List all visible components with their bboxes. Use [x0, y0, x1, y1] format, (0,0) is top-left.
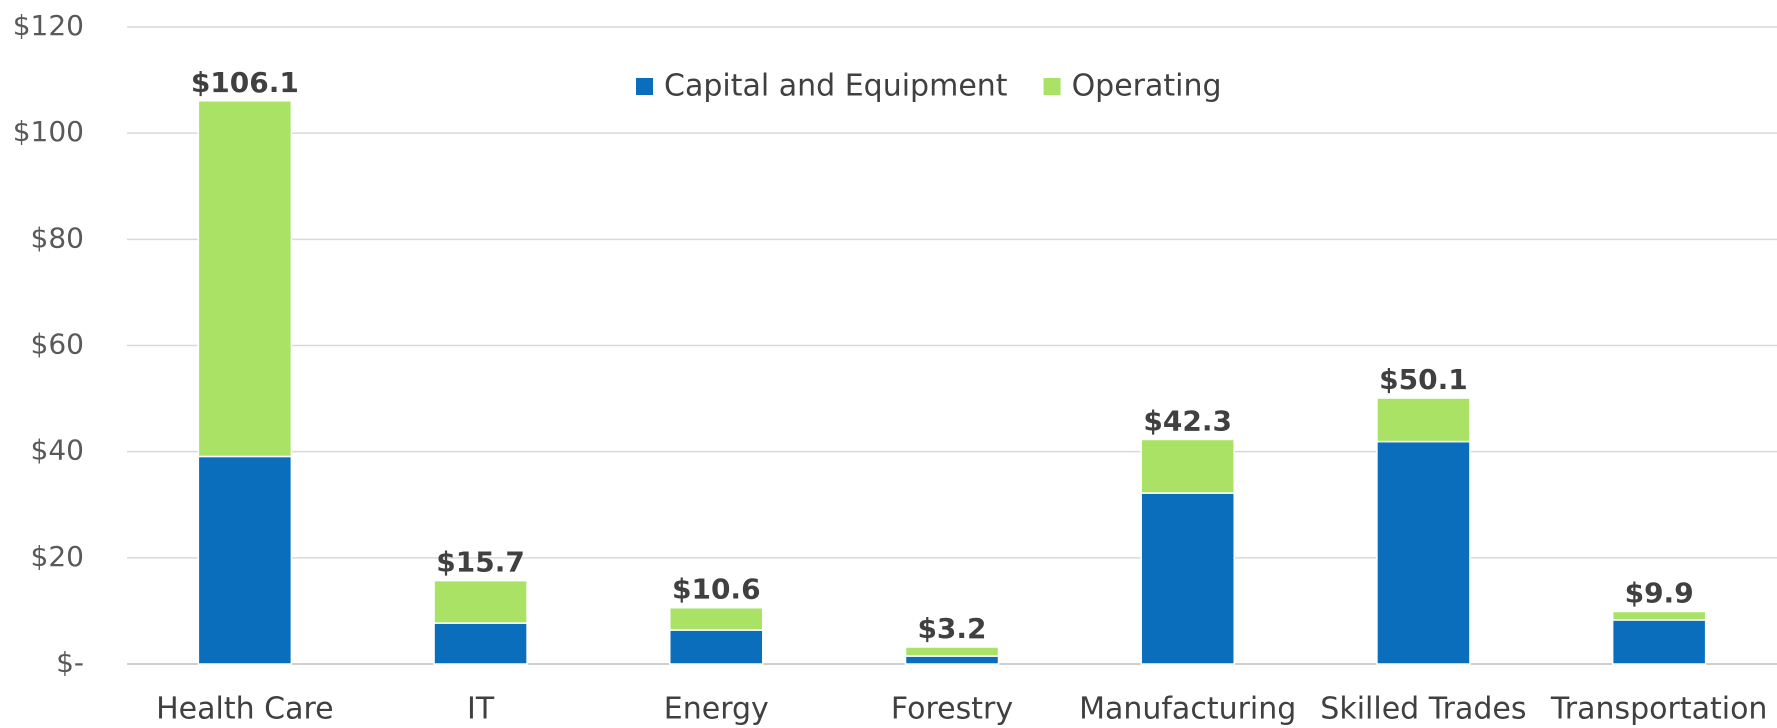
total-label: $50.1 [1379, 363, 1468, 396]
bar-segment [197, 100, 293, 458]
bar-segment [904, 646, 1000, 657]
total-label: $42.3 [1143, 404, 1232, 437]
x-tick-label: Transportation [1550, 692, 1768, 727]
y-tick-label: $40 [31, 434, 84, 467]
bar-segment [1140, 492, 1235, 665]
bar-segment [1611, 610, 1707, 621]
total-label: $10.6 [672, 573, 761, 606]
y-tick-label: $20 [31, 540, 84, 573]
bar-segment [197, 455, 293, 665]
bar-segment [1611, 619, 1707, 665]
bar-segment [1140, 438, 1235, 494]
total-label: $3.2 [917, 612, 986, 645]
bar-segment [433, 622, 528, 665]
y-tick-label: $120 [13, 9, 84, 42]
legend-label: Operating [1072, 69, 1222, 104]
legend-swatch [1043, 78, 1061, 95]
x-tick-label: IT [467, 692, 495, 727]
x-tick-label: Health Care [156, 692, 334, 727]
bar-segment [1376, 397, 1471, 443]
total-label: $9.9 [1625, 576, 1694, 609]
bar-segment [904, 655, 1000, 665]
x-tick-label: Manufacturing [1079, 692, 1296, 727]
legend-swatch [636, 78, 653, 95]
bar-segment [669, 629, 764, 665]
legend-label: Capital and Equipment [664, 69, 1008, 104]
x-tick-label: Energy [664, 692, 769, 727]
total-label: $106.1 [191, 66, 299, 99]
y-tick-label: $60 [31, 328, 84, 361]
y-tick-label: $80 [31, 221, 84, 254]
bar-segment [669, 606, 764, 631]
bar-segment [1376, 440, 1471, 665]
x-tick-label: Forestry [891, 692, 1013, 727]
y-tick-label: $- [56, 646, 84, 679]
total-label: $15.7 [436, 546, 525, 579]
bar-segment [433, 579, 528, 624]
y-tick-label: $100 [13, 115, 84, 148]
x-tick-label: Skilled Trades [1320, 692, 1526, 727]
